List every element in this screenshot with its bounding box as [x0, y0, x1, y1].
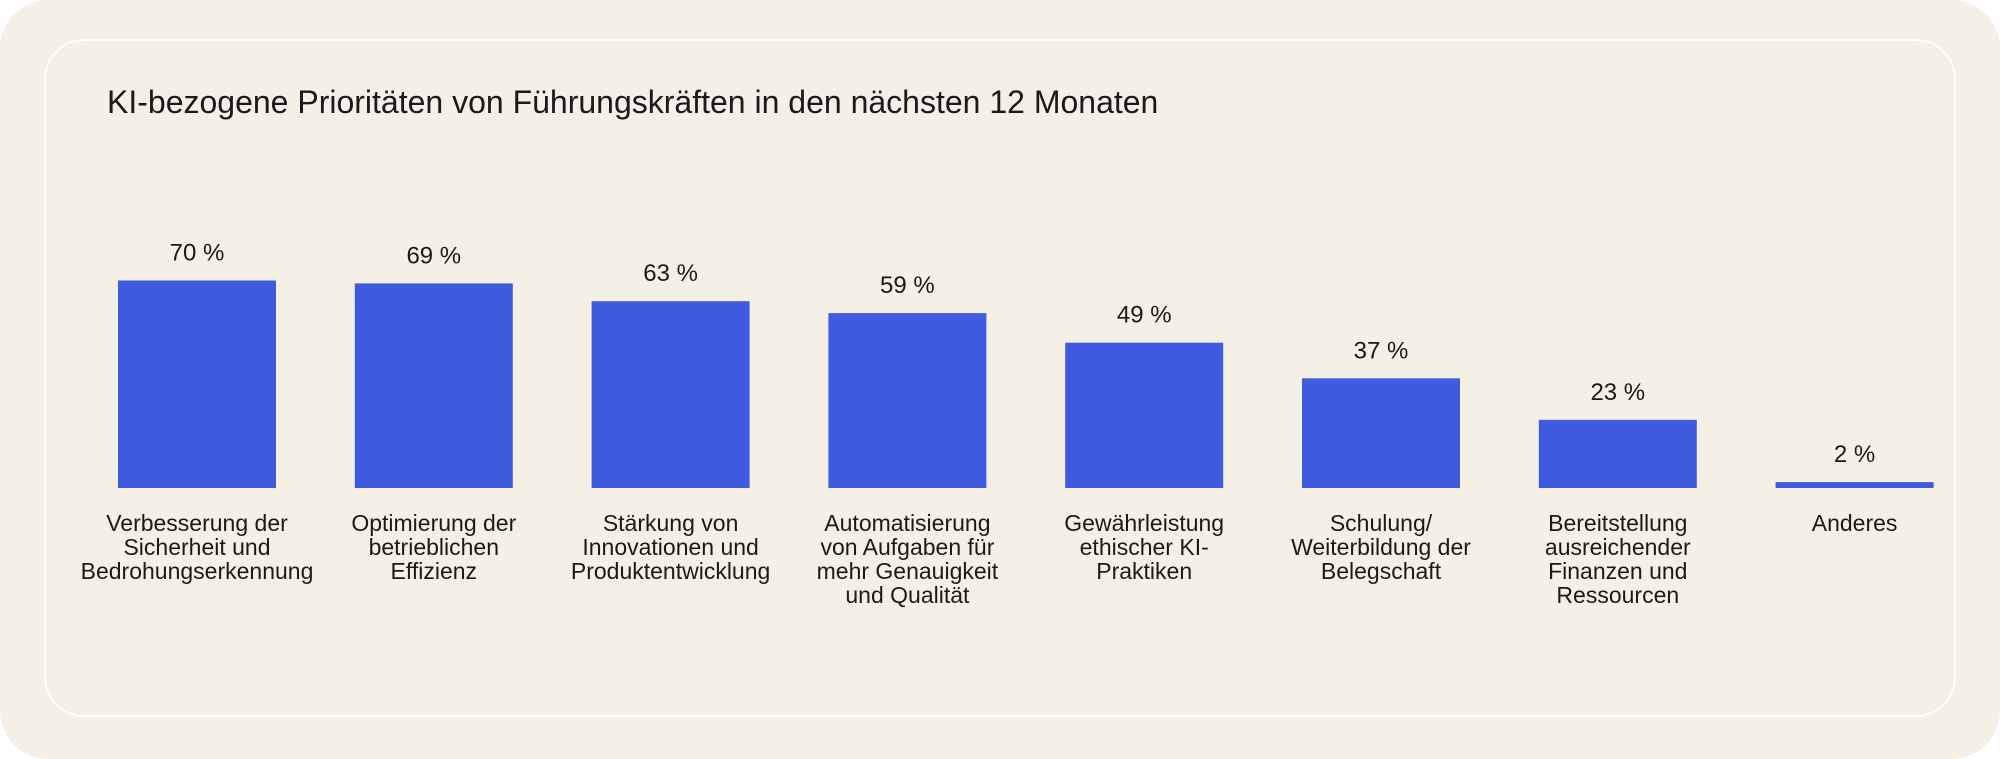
value-label-1: 70 %	[170, 240, 225, 267]
value-labels-layer: 70 % 69 % 63 % 59 % 49 % 37 % 23 % 2 %	[170, 240, 1876, 469]
value-label-3: 63 %	[643, 260, 698, 287]
value-label-6: 37 %	[1354, 337, 1409, 364]
category-label-5: Gewährleistung ethischer KI-Praktiken	[1064, 510, 1224, 584]
bar-1	[118, 280, 276, 488]
bar-4	[828, 313, 987, 488]
value-label-7: 23 %	[1590, 379, 1645, 406]
bar-2	[354, 283, 513, 488]
value-label-4: 59 %	[880, 272, 935, 299]
bars-layer	[118, 280, 1934, 488]
category-label-2: Optimierung der betrieblichen Effizienz	[351, 510, 516, 584]
category-labels-layer: Verbesserung der Sicherheit und Bedrohungs…	[81, 510, 1898, 608]
bar-8	[1775, 482, 1934, 488]
bar-3	[591, 301, 750, 488]
category-label-6: Schulung/Weiterbildung der Belegschaft	[1291, 510, 1471, 584]
value-label-5: 49 %	[1117, 302, 1172, 329]
bar-5	[1065, 342, 1224, 488]
category-label-8: Anderes	[1812, 510, 1898, 536]
chart-panel	[44, 39, 1956, 717]
chart-title: KI-bezogene Prioritäten von Führungskräf…	[107, 84, 1159, 120]
value-label-8: 2 %	[1834, 441, 1875, 468]
bar-7	[1538, 419, 1697, 488]
category-label-4: Automatisierung von Aufgaben für mehr Gena…	[817, 510, 999, 608]
category-label-7: Bereitstellung ausreichender Finanzen und R…	[1545, 510, 1691, 608]
category-label-3: Stärkung von Innovationen und Produktentwi…	[571, 510, 770, 584]
value-label-2: 69 %	[406, 242, 461, 269]
bar-6	[1302, 378, 1460, 488]
category-label-1: Verbesserung der Sicherheit und Bedrohungs…	[81, 510, 314, 584]
